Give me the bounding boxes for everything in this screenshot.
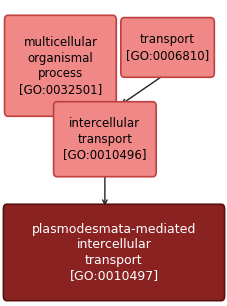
Text: multicellular
organismal
process
[GO:0032501]: multicellular organismal process [GO:003… xyxy=(19,36,102,95)
Text: intercellular
transport
[GO:0010496]: intercellular transport [GO:0010496] xyxy=(63,117,146,161)
FancyBboxPatch shape xyxy=(120,18,213,77)
FancyBboxPatch shape xyxy=(3,204,224,300)
Text: transport
[GO:0006810]: transport [GO:0006810] xyxy=(125,33,208,62)
FancyBboxPatch shape xyxy=(5,15,116,116)
FancyBboxPatch shape xyxy=(53,102,155,177)
Text: plasmodesmata-mediated
intercellular
transport
[GO:0010497]: plasmodesmata-mediated intercellular tra… xyxy=(32,223,195,282)
